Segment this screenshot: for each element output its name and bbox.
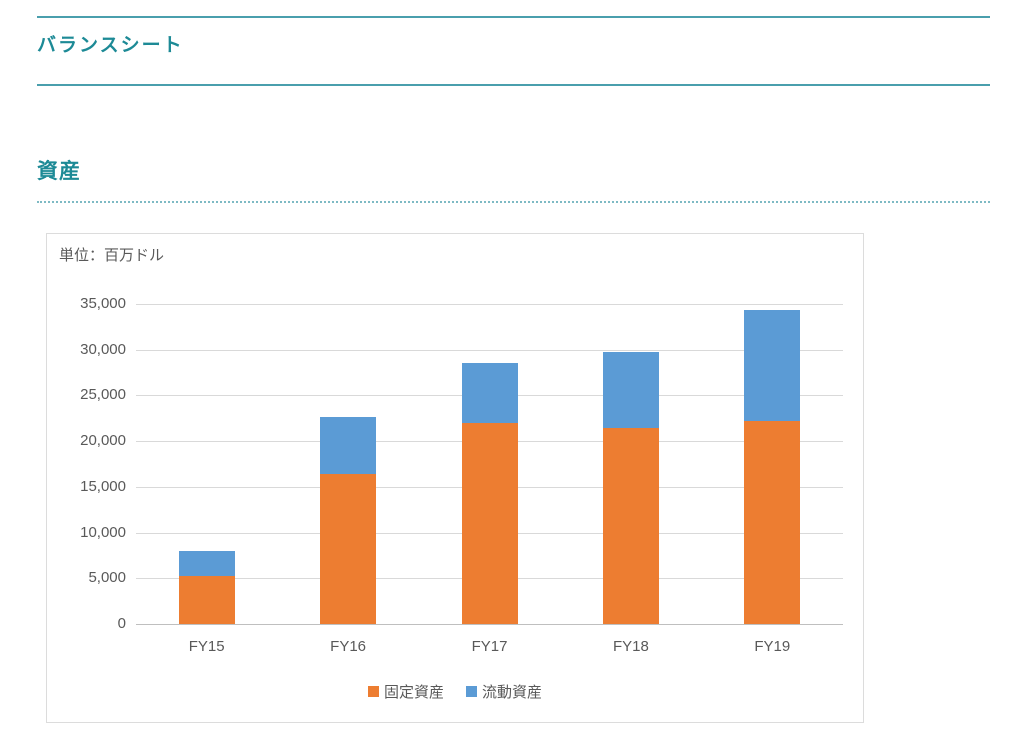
legend-label: 流動資産 [482, 684, 543, 701]
balance-sheet-chart: 単位：百万ドル 0 5,000 10,000 15,000 20,000 25,000 30… [46, 233, 864, 723]
gridline [136, 349, 843, 351]
legend-label: 固定資産 [383, 684, 444, 701]
bar-segment-current-assets-fy16 [320, 417, 377, 475]
x-tick-label: FY16 [330, 638, 367, 655]
y-tick-label: 15,000 [80, 477, 126, 495]
x-tick-label: FY18 [612, 638, 649, 655]
bar-segment-current-assets-fy18 [602, 351, 659, 429]
plot-area: 0 5,000 10,000 15,000 20,000 25,000 30,000 35,0… [47, 234, 863, 722]
bar-segment-current-assets-fy17 [461, 363, 518, 423]
bar-segment-current-assets-fy15 [178, 550, 235, 577]
x-tick-label: FY19 [754, 638, 791, 655]
y-tick-label: 35,000 [80, 295, 126, 312]
bar-segment-fixed-assets-fy16 [320, 474, 377, 624]
page-title: バランスシート [37, 35, 184, 56]
y-tick-label: 30,000 [80, 340, 126, 358]
bar-segment-fixed-assets-fy19 [744, 421, 801, 624]
top-divider [37, 16, 990, 18]
legend-swatch-icon [466, 686, 477, 697]
chart-legend: 固定資産 流動資産 [47, 681, 863, 702]
bar-segment-current-assets-fy19 [744, 310, 801, 422]
section-heading-assets: 資産 [37, 160, 81, 183]
x-tick-label: FY17 [471, 638, 508, 655]
legend-swatch-icon [367, 686, 379, 697]
y-tick-label: 25,000 [80, 386, 126, 404]
y-tick-label: 5,000 [88, 569, 126, 587]
title-divider [37, 84, 990, 86]
legend-item-current-assets: 流動資産 [466, 681, 542, 702]
x-axis-line [136, 624, 843, 625]
x-tick-label: FY15 [188, 638, 225, 655]
section-divider-dotted [37, 201, 990, 203]
y-tick-label: 20,000 [80, 432, 126, 450]
chart-unit-label: 単位：百万ドル [59, 247, 165, 264]
gridline [136, 304, 843, 305]
bar-segment-fixed-assets-fy15 [178, 576, 235, 624]
legend-item-fixed-assets: 固定資産 [367, 681, 444, 702]
y-tick-label: 0 [117, 615, 126, 632]
y-tick-label: 10,000 [80, 523, 126, 541]
bar-segment-fixed-assets-fy17 [461, 422, 518, 624]
bar-segment-fixed-assets-fy18 [602, 428, 659, 624]
